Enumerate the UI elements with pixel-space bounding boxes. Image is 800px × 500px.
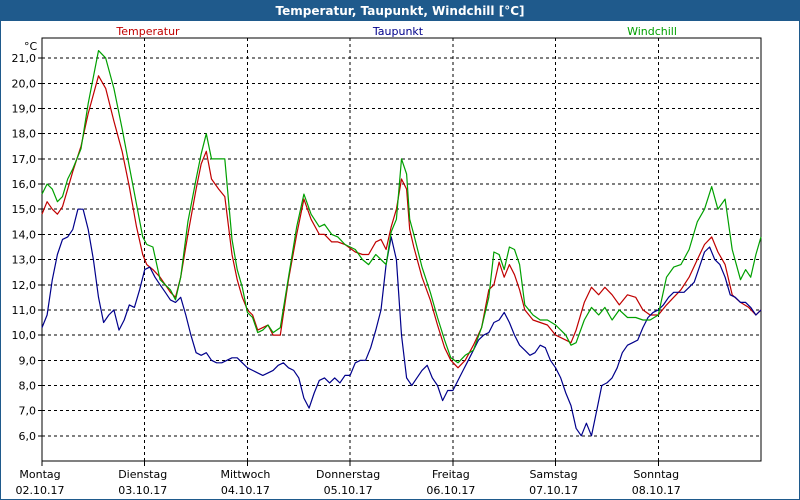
series-line-windchill <box>41 49 762 364</box>
y-tick-label: 6,0 <box>19 430 37 443</box>
x-tick-date: 08.10.17 <box>632 484 681 497</box>
x-tick-weekday: Dienstag <box>118 468 167 481</box>
series-line-temperatur <box>41 75 762 369</box>
series-lines <box>41 49 762 437</box>
y-tick-label: 15,0 <box>12 203 37 216</box>
x-tick-weekday: Donnerstag <box>316 468 380 481</box>
grid-lines <box>42 38 761 461</box>
x-tick-weekday: Mittwoch <box>220 468 270 481</box>
y-tick-label: 14,0 <box>12 228 37 241</box>
y-tick-label: 18,0 <box>12 128 37 141</box>
x-axis: Montag 02.10.17 Dienstag 03.10.17 Mittwoch 04… <box>16 461 681 497</box>
y-tick-label: 7,0 <box>19 405 37 418</box>
legend-label-taupunkt: Taupunkt <box>372 25 424 38</box>
x-tick-date: 06.10.17 <box>426 484 475 497</box>
y-tick-label: 11,0 <box>12 304 37 317</box>
x-tick-weekday: Samstag <box>529 468 577 481</box>
x-tick-weekday: Montag <box>19 468 60 481</box>
chart-title: Temperatur, Taupunkt, Windchill [°C] <box>1 1 799 21</box>
y-tick-label: 13,0 <box>12 254 37 267</box>
legend-label-windchill: Windchill <box>627 25 677 38</box>
y-tick-label: 10,0 <box>12 329 37 342</box>
x-tick-weekday: Sonntag <box>633 468 679 481</box>
y-axis: 6,0 7,0 8,0 9,0 10,0 11,0 12,0 13,0 14,0 15,0 16,0… <box>12 40 42 443</box>
y-tick-label: 20,0 <box>12 77 37 90</box>
y-tick-label: 21,0 <box>12 52 37 65</box>
x-tick-date: 03.10.17 <box>118 484 167 497</box>
y-tick-label: 8,0 <box>19 379 37 392</box>
x-tick-date: 04.10.17 <box>221 484 270 497</box>
x-tick-date: 02.10.17 <box>16 484 65 497</box>
y-axis-unit: °C <box>24 40 38 53</box>
plot-area <box>41 37 762 462</box>
y-tick-label: 9,0 <box>19 354 37 367</box>
y-tick-label: 12,0 <box>12 279 37 292</box>
y-tick-label: 19,0 <box>12 103 37 116</box>
x-tick-date: 05.10.17 <box>324 484 373 497</box>
x-tick-date: 07.10.17 <box>529 484 578 497</box>
series-line-taupunkt <box>41 208 762 437</box>
y-tick-label: 16,0 <box>12 178 37 191</box>
legend: Temperatur Taupunkt Windchill <box>115 25 677 38</box>
y-tick-label: 17,0 <box>12 153 37 166</box>
legend-label-temperatur: Temperatur <box>115 25 180 38</box>
x-tick-weekday: Freitag <box>432 468 470 481</box>
